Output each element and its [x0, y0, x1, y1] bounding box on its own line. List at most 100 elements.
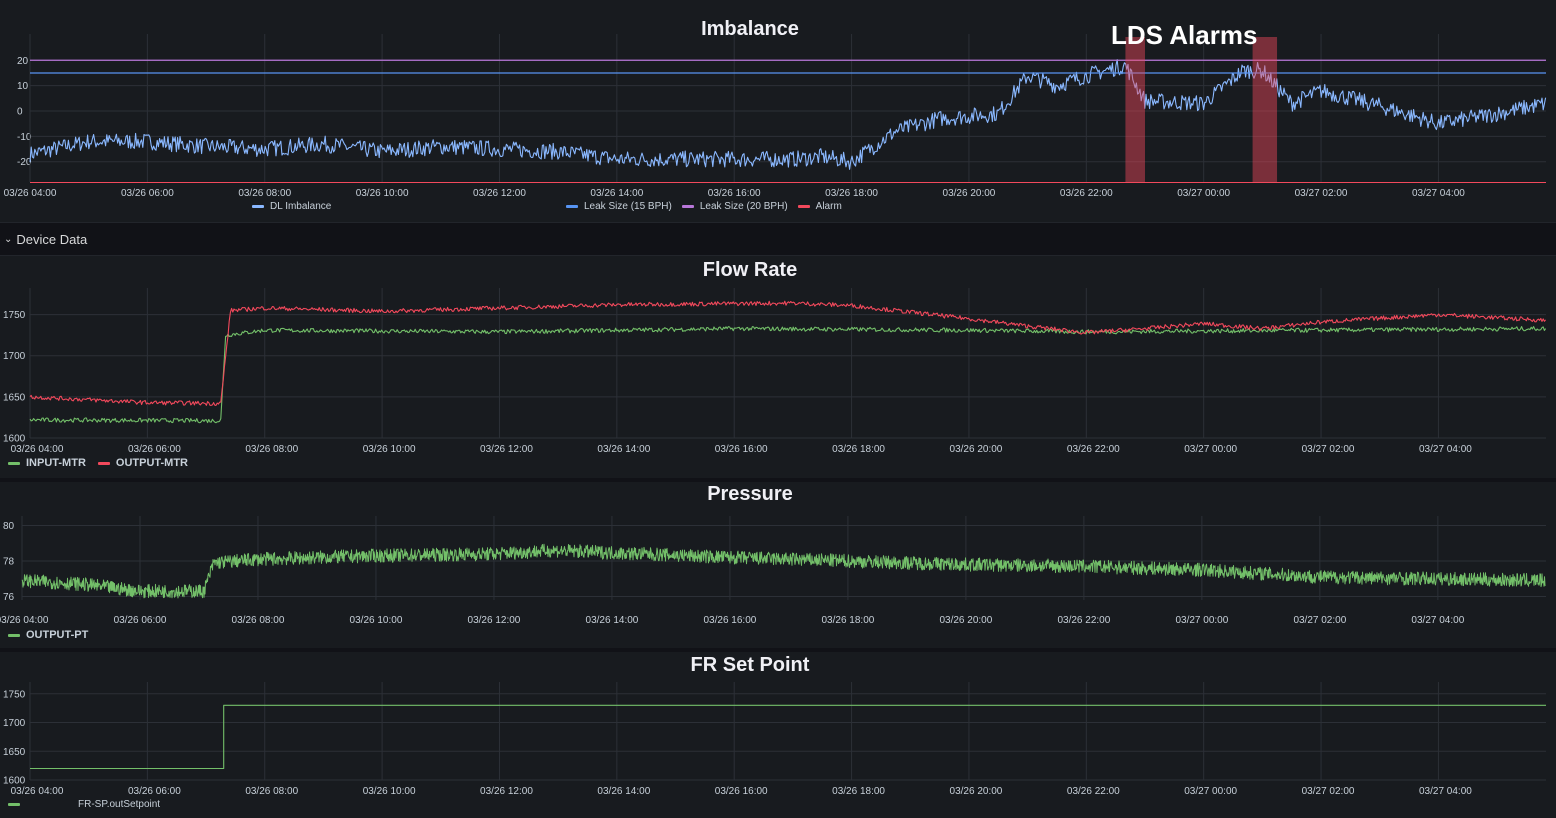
imbalance-panel: Imbalance 20 10 0 -10 -20 03/26 04:00 03/26 06…: [0, 0, 1556, 220]
imbalance-chart[interactable]: 20 10 0 -10 -20 03/26 04:00 03/26 06:00 03/26 0…: [0, 0, 1556, 220]
x-tick-label: 03/26 08:00: [245, 444, 298, 455]
panel-separator-2: [0, 648, 1556, 652]
x-tick-label: 03/26 04:00: [11, 786, 64, 797]
x-tick-label: 03/26 08:00: [245, 786, 298, 797]
legend-output-pt[interactable]: OUTPUT-PT: [8, 629, 88, 641]
x-tick-label: 03/26 04:00: [4, 188, 57, 199]
x-tick-label: 03/26 22:00: [1057, 615, 1110, 626]
x-tick-label: 03/26 18:00: [832, 786, 885, 797]
y-tick-label: 1650: [3, 747, 26, 758]
y-tick-label: -10: [17, 132, 32, 143]
x-tick-label: 03/26 20:00: [939, 615, 992, 626]
x-tick-label: 03/26 16:00: [704, 615, 757, 626]
legend-leak-20[interactable]: Leak Size (20 BPH): [681, 201, 788, 212]
y-tick-label: 1600: [3, 434, 26, 445]
x-tick-label: 03/26 08:00: [232, 615, 285, 626]
x-tick-label: 03/27 00:00: [1184, 786, 1237, 797]
x-tick-label: 03/27 00:00: [1175, 615, 1228, 626]
legend-dl-imbalance[interactable]: DL Imbalance: [252, 201, 331, 212]
imbalance-legend-2: Leak Size (15 BPH) Leak Size (20 BPH) Al…: [566, 201, 842, 212]
series-output-mtr: [29, 300, 1547, 406]
y-tick-label: 1650: [3, 392, 26, 403]
y-tick-label: 76: [3, 592, 15, 603]
x-tick-label: 03/26 18:00: [832, 444, 885, 455]
pressure-chart[interactable]: 80 78 76 03/26 04:00 03/26 06:00 03/26 08:00 0…: [0, 482, 1556, 648]
x-tick-label: 03/26 14:00: [597, 444, 650, 455]
x-tick-label: 03/26 20:00: [943, 188, 996, 199]
y-tick-label: 1700: [3, 351, 26, 362]
x-tick-label: 03/27 02:00: [1302, 786, 1355, 797]
y-tick-label: 1750: [3, 310, 26, 321]
x-tick-label: 03/26 20:00: [950, 444, 1003, 455]
x-tick-label: 03/26 12:00: [480, 786, 533, 797]
row-title: Device Data: [16, 231, 88, 247]
x-tick-label: 03/26 14:00: [597, 786, 650, 797]
x-tick-label: 03/26 06:00: [128, 786, 181, 797]
x-tick-label: 03/26 10:00: [363, 444, 416, 455]
y-tick-label: 10: [17, 81, 29, 92]
x-tick-label: 03/26 12:00: [473, 188, 526, 199]
x-tick-label: 03/26 16:00: [715, 444, 768, 455]
x-tick-label: 03/26 08:00: [238, 188, 291, 199]
fr-set-point-panel: FR Set Point 1750 1700 1650 1600 03/26 04:00…: [0, 652, 1556, 818]
device-data-row-header[interactable]: ⌄ Device Data: [0, 222, 1556, 256]
x-tick-label: 03/26 10:00: [363, 786, 416, 797]
x-tick-label: 03/26 14:00: [586, 615, 639, 626]
x-tick-label: 03/27 04:00: [1412, 188, 1465, 199]
x-tick-label: 03/26 12:00: [468, 615, 521, 626]
series-input-mtr: [29, 326, 1547, 424]
alarm-region: [1252, 37, 1278, 182]
y-tick-label: 1600: [3, 776, 26, 787]
legend-leak-15[interactable]: Leak Size (15 BPH): [566, 201, 672, 212]
legend-output-mtr[interactable]: OUTPUT-MTR: [97, 457, 188, 469]
y-tick-label: 1700: [3, 718, 26, 729]
chevron-down-icon: ⌄: [4, 233, 13, 245]
pressure-panel: Pressure 80 78 76 03/26 04:00 03/26 06:00 03/…: [0, 482, 1556, 648]
x-tick-label: 03/26 14:00: [590, 188, 643, 199]
y-tick-label: 20: [17, 56, 29, 67]
y-tick-label: 78: [3, 557, 15, 568]
x-tick-label: 03/27 04:00: [1419, 444, 1472, 455]
imbalance-title: Imbalance: [701, 18, 799, 40]
lds-alarms-annotation: LDS Alarms: [1111, 20, 1258, 50]
panel-separator: [0, 478, 1556, 482]
x-tick-label: 03/27 04:00: [1419, 786, 1472, 797]
series-output-pt: [21, 543, 1546, 599]
x-tick-label: 03/26 18:00: [825, 188, 878, 199]
x-tick-label: 03/26 16:00: [708, 188, 761, 199]
legend-fr-sp[interactable]: FR-SP.outSetpoint: [8, 799, 160, 810]
x-tick-label: 03/27 00:00: [1177, 188, 1230, 199]
x-tick-label: 03/27 02:00: [1295, 188, 1348, 199]
x-tick-label: 03/26 20:00: [950, 786, 1003, 797]
x-tick-label: 03/26 22:00: [1060, 188, 1113, 199]
x-tick-label: 03/27 00:00: [1184, 444, 1237, 455]
x-tick-label: 03/26 10:00: [356, 188, 409, 199]
flow-rate-legend: INPUT-MTR OUTPUT-MTR: [8, 457, 188, 469]
x-tick-label: 03/26 22:00: [1067, 786, 1120, 797]
x-tick-label: 03/26 06:00: [121, 188, 174, 199]
x-tick-label: 03/26 06:00: [114, 615, 167, 626]
series-dl-imbalance: [29, 59, 1547, 170]
fr-set-point-title: FR Set Point: [690, 654, 810, 676]
legend-alarm[interactable]: Alarm: [797, 201, 842, 212]
x-tick-label: 03/26 10:00: [350, 615, 403, 626]
series-fr-sp-outsetpoint: [30, 704, 1546, 770]
fr-set-point-legend: FR-SP.outSetpoint: [8, 799, 160, 810]
x-tick-label: 03/26 04:00: [0, 615, 49, 626]
legend-input-mtr[interactable]: INPUT-MTR: [8, 457, 86, 469]
x-tick-label: 03/27 02:00: [1293, 615, 1346, 626]
y-tick-label: 80: [3, 521, 15, 532]
x-tick-label: 03/27 02:00: [1302, 444, 1355, 455]
y-tick-label: 0: [17, 107, 23, 118]
x-tick-label: 03/26 06:00: [128, 444, 181, 455]
alarm-region: [1125, 37, 1145, 182]
flow-rate-panel: Flow Rate 1750 1700 1650 1600 03/26 04:00 03/…: [0, 256, 1556, 478]
x-tick-label: 03/26 12:00: [480, 444, 533, 455]
pressure-legend: OUTPUT-PT: [8, 629, 88, 641]
x-tick-label: 03/26 16:00: [715, 786, 768, 797]
x-tick-label: 03/26 22:00: [1067, 444, 1120, 455]
imbalance-legend: DL Imbalance: [252, 201, 331, 212]
x-tick-label: 03/26 04:00: [11, 444, 64, 455]
